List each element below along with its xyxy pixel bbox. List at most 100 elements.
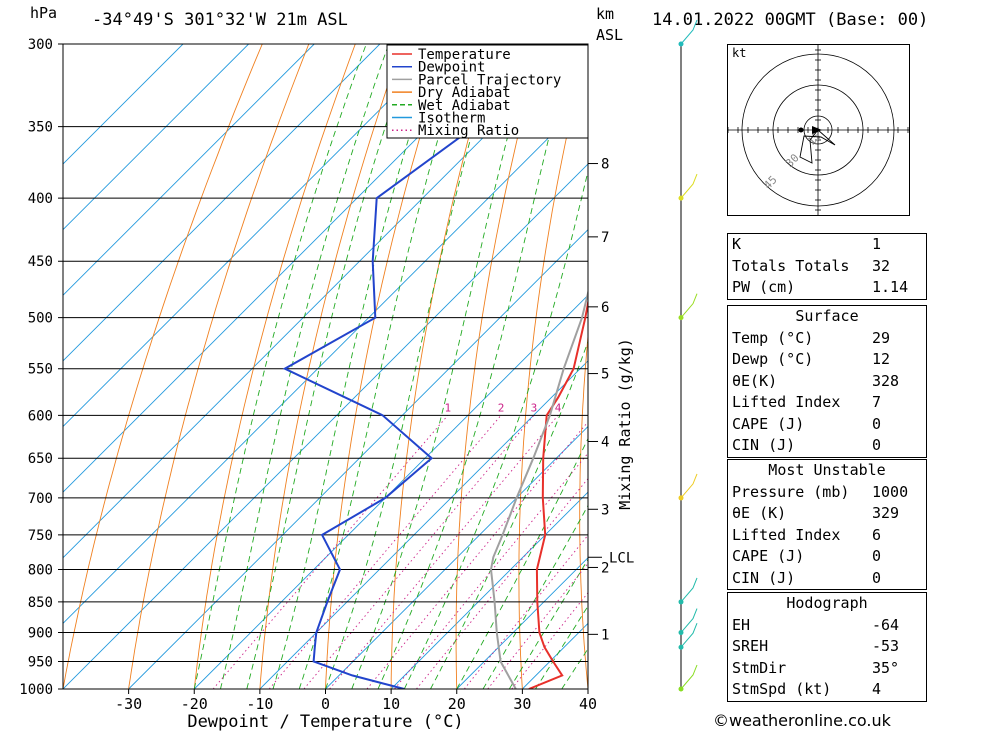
- surface-index-key: Dewp (°C): [732, 350, 814, 368]
- surface-index-key: Temp (°C): [732, 328, 814, 347]
- km-tick-label: 1: [601, 627, 609, 643]
- index-key: K: [732, 235, 742, 253]
- wet-adiabat-line: [377, 44, 574, 689]
- isotherm-line: [456, 557, 588, 689]
- pressure-tick-label: 300: [28, 37, 53, 53]
- km-tick-label: 5: [601, 367, 609, 383]
- most-unstable-index-value: 0: [872, 547, 882, 565]
- isotherm-line: [63, 44, 381, 362]
- isotherm-line: [63, 44, 315, 296]
- x-tick-label: 40: [579, 695, 597, 713]
- pressure-tick-label: 550: [28, 362, 53, 378]
- surface-index-key: CIN (J): [732, 436, 796, 454]
- surface-index-value: 29: [872, 328, 891, 347]
- most-unstable-index-value: 6: [872, 525, 882, 544]
- isotherm-line: [63, 44, 512, 493]
- surface-index-value: 7: [872, 393, 882, 411]
- most-unstable-index-row: CIN (J) 0: [728, 568, 926, 590]
- isotherm-line: [390, 491, 588, 689]
- mixing-ratio-value-label: 4: [555, 401, 562, 414]
- x-tick-label: 20: [448, 695, 466, 713]
- index-value: 32: [872, 256, 891, 275]
- most-unstable-index-row: Pressure (mb) 1000: [728, 482, 926, 504]
- surface-index-key: CAPE (J): [732, 414, 805, 433]
- hodograph-index-row: SREH -53: [728, 636, 926, 658]
- km-tick-label: 2: [601, 560, 609, 576]
- pressure-tick-label: 800: [28, 562, 53, 578]
- pressure-tick-label: 900: [28, 626, 53, 642]
- km-unit-label: km: [596, 5, 615, 23]
- most-unstable-index-row: CAPE (J) 0: [728, 546, 926, 568]
- surface-index-key: θE(K): [732, 371, 778, 390]
- wet-adiabat-line: [298, 44, 467, 689]
- wet-adiabat-line: [272, 44, 439, 689]
- legend-label: Temperature: [418, 47, 511, 63]
- dry-adiabat-line: [958, 44, 1000, 689]
- legend-label: Dewpoint: [418, 60, 485, 76]
- hodograph-index-value: -64: [872, 615, 900, 634]
- surface-index-row: Lifted Index 7: [728, 392, 926, 414]
- mixing-ratio-line: [366, 421, 588, 689]
- index-row: Totals Totals 32: [728, 256, 926, 278]
- pressure-tick-label: 1000: [19, 682, 53, 698]
- pressure-tick-label: 600: [28, 408, 53, 424]
- surface-index-value: 0: [872, 436, 882, 454]
- pressure-tick-label: 450: [28, 254, 53, 270]
- hodograph-index-key: EH: [732, 615, 751, 634]
- surface-index-row: θE(K) 328: [728, 371, 926, 393]
- legend-label: Dry Adiabat: [418, 85, 511, 101]
- pressure-unit-label: hPa: [30, 4, 58, 22]
- wind-barb: [680, 577, 698, 603]
- legend-label: Wet Adiabat: [418, 98, 511, 114]
- indices-most-unstable-box: Most Unstable Pressure (mb) 1000 θE (K) 329…: [727, 459, 927, 590]
- wind-barb: [680, 293, 698, 318]
- surface-title: Surface: [795, 307, 859, 325]
- x-tick-label: 10: [382, 695, 400, 713]
- wind-barb: [680, 19, 698, 45]
- x-tick-label: -30: [115, 695, 142, 713]
- hodograph-index-value: 35°: [872, 658, 900, 677]
- x-tick-label: -10: [246, 695, 273, 713]
- most-unstable-index-value: 329: [872, 504, 900, 522]
- asl-unit-label: ASL: [596, 26, 624, 44]
- wet-adiabat-line: [403, 169, 588, 689]
- hodograph-arrow-icon: [812, 126, 822, 134]
- isotherm-line: [128, 228, 588, 689]
- footer-credit[interactable]: ©weatheronline.co.uk: [713, 711, 891, 730]
- wind-barb: [680, 664, 698, 690]
- isotherm-line: [63, 163, 588, 689]
- index-row: PW (cm) 1.14: [728, 277, 926, 299]
- lcl-label: LCL: [609, 550, 634, 566]
- dewpoint-line: [282, 71, 588, 689]
- isotherm-line: [325, 425, 588, 689]
- indices-hodograph-box: Hodograph EH -64 SREH -53 StmDir 35° StmSpd (k…: [727, 592, 927, 702]
- dry-adiabat-line: [325, 44, 449, 689]
- mixing-ratio-line: [303, 415, 535, 689]
- mixing-ratio-line: [416, 477, 588, 689]
- mixing-ratio-value-label: 3: [531, 401, 538, 414]
- most-unstable-index-key: CAPE (J): [732, 547, 805, 565]
- km-tick-label: 8: [601, 157, 609, 173]
- dry-adiabat-line: [390, 44, 496, 689]
- location-title: -34°49'S 301°32'W 21m ASL: [92, 10, 348, 30]
- km-tick-label: 4: [601, 434, 609, 450]
- wet-adiabat-line: [351, 44, 534, 689]
- x-tick-label: -20: [181, 695, 208, 713]
- surface-index-row: CIN (J) 0: [728, 435, 926, 457]
- surface-index-row: Temp (°C) 29: [728, 328, 926, 350]
- hodograph-index-value: -53: [872, 637, 900, 655]
- isotherm-line: [63, 44, 249, 231]
- km-tick-label: 7: [601, 230, 609, 246]
- most-unstable-index-key: Lifted Index: [732, 525, 841, 544]
- index-value: 1: [872, 235, 882, 253]
- pressure-tick-label: 950: [28, 655, 53, 671]
- temperature-line: [528, 297, 588, 689]
- pressure-tick-label: 400: [28, 191, 53, 207]
- isotherm-line: [259, 360, 588, 689]
- x-axis-title: Dewpoint / Temperature (°C): [187, 712, 463, 732]
- most-unstable-index-key: θE (K): [732, 504, 787, 522]
- wet-adiabat-line: [456, 437, 588, 689]
- mixing-ratio-line: [329, 415, 559, 689]
- dry-adiabat-line: [696, 44, 728, 689]
- storm-motion-marker: [798, 127, 804, 133]
